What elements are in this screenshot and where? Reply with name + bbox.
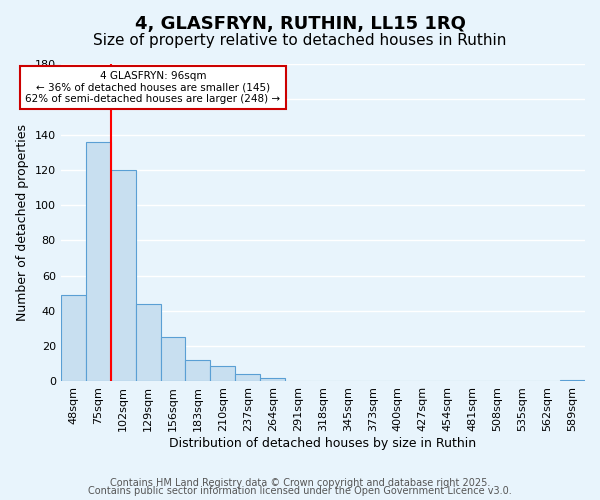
- Bar: [560, 380, 585, 382]
- Bar: [211, 366, 235, 382]
- Bar: [235, 374, 260, 382]
- Text: Contains HM Land Registry data © Crown copyright and database right 2025.: Contains HM Land Registry data © Crown c…: [110, 478, 490, 488]
- Bar: [86, 142, 110, 382]
- Y-axis label: Number of detached properties: Number of detached properties: [16, 124, 29, 321]
- Bar: [61, 295, 86, 382]
- Bar: [185, 360, 211, 382]
- Bar: [260, 378, 286, 382]
- Bar: [136, 304, 161, 382]
- Bar: [110, 170, 136, 382]
- Text: 4, GLASFRYN, RUTHIN, LL15 1RQ: 4, GLASFRYN, RUTHIN, LL15 1RQ: [134, 15, 466, 33]
- Text: Size of property relative to detached houses in Ruthin: Size of property relative to detached ho…: [94, 32, 506, 48]
- X-axis label: Distribution of detached houses by size in Ruthin: Distribution of detached houses by size …: [169, 437, 476, 450]
- Bar: [161, 338, 185, 382]
- Text: Contains public sector information licensed under the Open Government Licence v3: Contains public sector information licen…: [88, 486, 512, 496]
- Text: 4 GLASFRYN: 96sqm
← 36% of detached houses are smaller (145)
62% of semi-detache: 4 GLASFRYN: 96sqm ← 36% of detached hous…: [25, 71, 281, 104]
